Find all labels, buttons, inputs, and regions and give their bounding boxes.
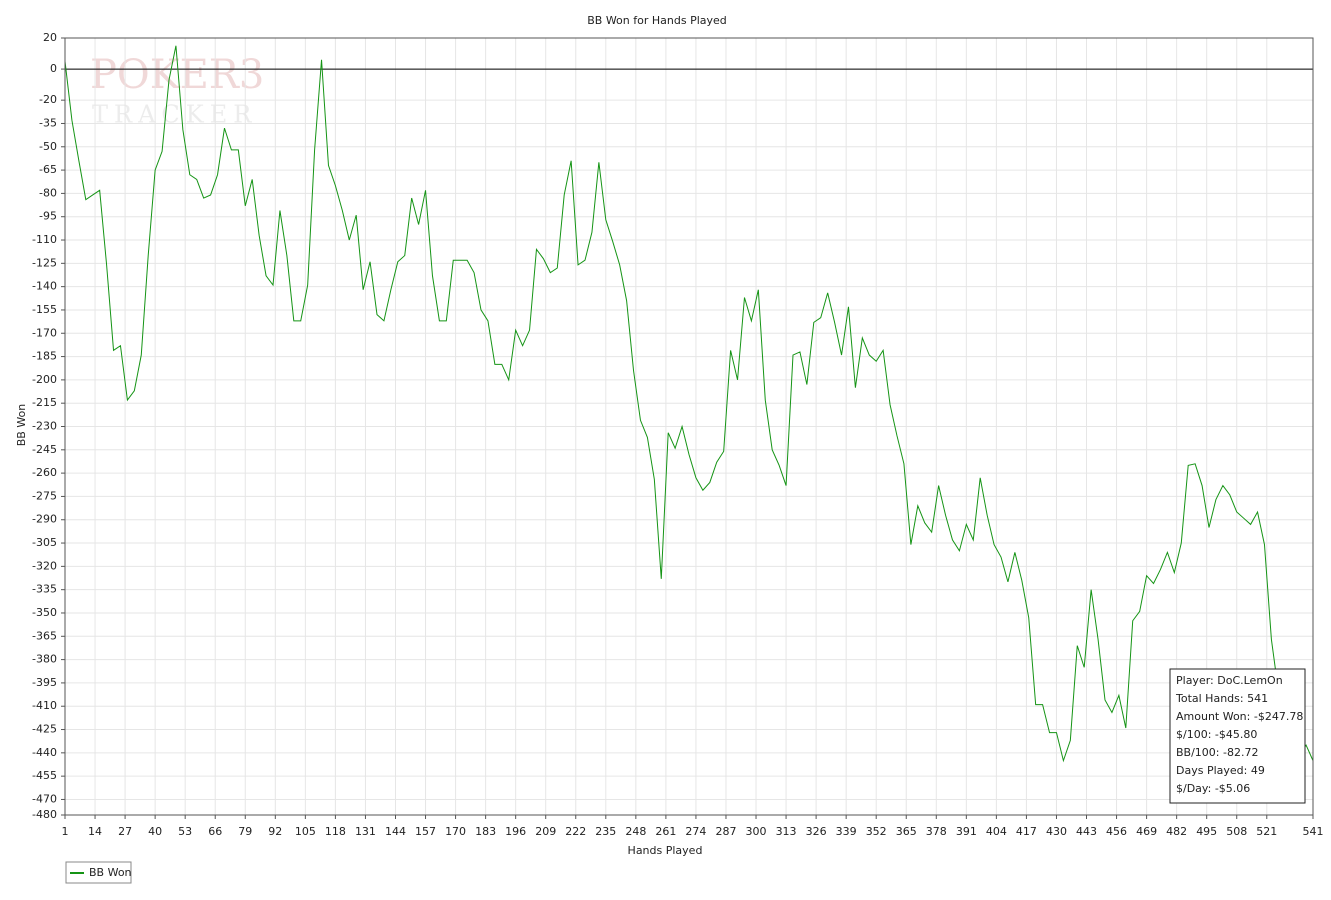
x-tick-label: 469 — [1136, 825, 1157, 838]
x-tick-label: 144 — [385, 825, 406, 838]
y-tick-label: -215 — [32, 396, 57, 409]
y-tick-label: -185 — [32, 350, 57, 363]
x-tick-label: 352 — [866, 825, 887, 838]
y-tick-label: -245 — [32, 443, 57, 456]
x-tick-label: 66 — [208, 825, 222, 838]
info-line: $/100: -$45.80 — [1176, 728, 1257, 741]
legend: BB Won — [65, 861, 132, 884]
legend-label: BB Won — [89, 866, 132, 879]
y-tick-label: -50 — [39, 140, 57, 153]
y-tick-label: -320 — [32, 559, 57, 572]
info-line: Player: DoC.LemOn — [1176, 674, 1283, 687]
info-line: Amount Won: -$247.78 — [1176, 710, 1303, 723]
x-tick-label: 521 — [1256, 825, 1277, 838]
y-tick-label: -65 — [39, 163, 57, 176]
x-tick-label: 170 — [445, 825, 466, 838]
y-tick-label: -125 — [32, 256, 57, 269]
x-tick-label: 261 — [655, 825, 676, 838]
watermark-text: TRACKER — [92, 101, 257, 129]
x-tick-label: 1 — [62, 825, 69, 838]
y-tick-label: -455 — [32, 769, 57, 782]
x-tick-label: 508 — [1226, 825, 1247, 838]
chart-title: BB Won for Hands Played — [587, 14, 727, 27]
info-line: Total Hands: 541 — [1175, 692, 1268, 705]
x-tick-label: 443 — [1076, 825, 1097, 838]
x-axis-label: Hands Played — [628, 844, 703, 857]
x-tick-label: 482 — [1166, 825, 1187, 838]
y-tick-label: -335 — [32, 583, 57, 596]
y-tick-label: -275 — [32, 489, 57, 502]
y-tick-label: -230 — [32, 420, 57, 433]
x-tick-label: 339 — [836, 825, 857, 838]
x-tick-label: 300 — [746, 825, 767, 838]
y-tick-label: -80 — [39, 186, 57, 199]
x-tick-label: 404 — [986, 825, 1007, 838]
y-tick-label: -95 — [39, 210, 57, 223]
x-tick-label: 222 — [565, 825, 586, 838]
x-tick-label: 456 — [1106, 825, 1127, 838]
y-tick-label: -440 — [32, 746, 57, 759]
y-tick-label: -365 — [32, 629, 57, 642]
info-line: $/Day: -$5.06 — [1176, 782, 1250, 795]
x-tick-label: 53 — [178, 825, 192, 838]
data-line — [64, 45, 1314, 763]
y-tick-label: -170 — [32, 326, 57, 339]
y-tick-label: -290 — [32, 513, 57, 526]
y-tick-label: -470 — [32, 792, 57, 805]
x-tick-label: 40 — [148, 825, 162, 838]
y-tick-label: -200 — [32, 373, 57, 386]
y-tick-label: -480 — [32, 808, 57, 821]
y-tick-label: -260 — [32, 466, 57, 479]
x-tick-label: 430 — [1046, 825, 1067, 838]
info-line: BB/100: -82.72 — [1176, 746, 1258, 759]
x-tick-label: 118 — [325, 825, 346, 838]
x-tick-label: 248 — [625, 825, 646, 838]
x-tick-label: 92 — [268, 825, 282, 838]
x-tick-label: 313 — [776, 825, 797, 838]
x-tick-label: 27 — [118, 825, 132, 838]
y-tick-label: -35 — [39, 116, 57, 129]
x-tick-label: 14 — [88, 825, 102, 838]
y-tick-label: -395 — [32, 676, 57, 689]
y-tick-label: -110 — [32, 233, 57, 246]
x-tick-label: 105 — [295, 825, 316, 838]
x-tick-label: 235 — [595, 825, 616, 838]
x-tick-label: 183 — [475, 825, 496, 838]
info-box-frame — [1169, 668, 1306, 804]
y-axis-label: BB Won — [15, 404, 28, 447]
y-tick-label: -380 — [32, 653, 57, 666]
x-tick-label: 495 — [1196, 825, 1217, 838]
x-tick-label: 209 — [535, 825, 556, 838]
info-line: Days Played: 49 — [1176, 764, 1265, 777]
y-tick-label: -410 — [32, 699, 57, 712]
y-tick-label: -305 — [32, 536, 57, 549]
x-tick-label: 196 — [505, 825, 526, 838]
x-tick-label: 365 — [896, 825, 917, 838]
x-tick-label: 378 — [926, 825, 947, 838]
y-tick-label: -350 — [32, 606, 57, 619]
y-tick-label: -425 — [32, 723, 57, 736]
x-tick-label: 79 — [238, 825, 252, 838]
y-tick-label: 0 — [50, 62, 57, 75]
x-tick-label: 157 — [415, 825, 436, 838]
x-tick-label: 287 — [715, 825, 736, 838]
x-tick-label: 274 — [685, 825, 706, 838]
y-tick-label: -20 — [39, 93, 57, 106]
x-tick-label: 131 — [355, 825, 376, 838]
x-tick-label: 326 — [806, 825, 827, 838]
info-box: Player: DoC.LemOn Total Hands: 541 Amount … — [1169, 668, 1306, 804]
y-tick-label: -140 — [32, 280, 57, 293]
legend-frame — [65, 861, 132, 884]
y-tick-label: -155 — [32, 303, 57, 316]
y-tick-label: 20 — [43, 31, 57, 44]
x-tick-label: 417 — [1016, 825, 1037, 838]
x-tick-label: 541 — [1303, 825, 1324, 838]
x-tick-label: 391 — [956, 825, 977, 838]
